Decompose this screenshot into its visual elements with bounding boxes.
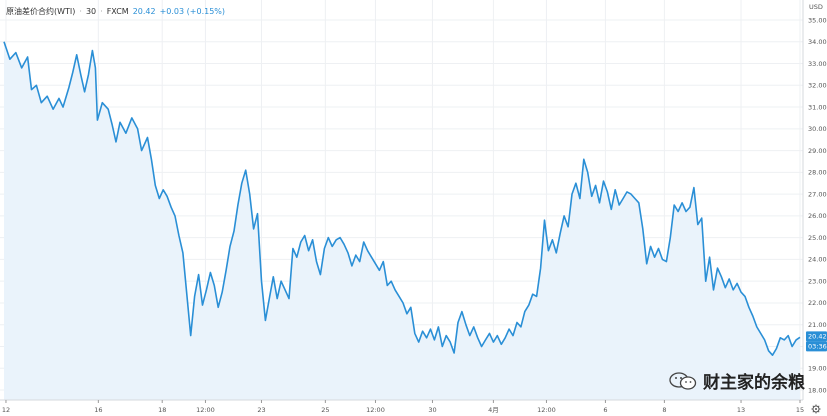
separator: ·: [100, 6, 103, 16]
separator: ·: [79, 6, 82, 16]
y-tick-label: 26.00: [808, 212, 827, 220]
time-axis[interactable]: 12 16 18 12:00 23 25 12:00 30 4月 12:00 6 8 13 15: [2, 400, 804, 414]
last-price-marker: 20.42 03:36: [806, 331, 827, 352]
x-tick-label: 4月: [488, 406, 499, 414]
y-tick-label: 25.00: [808, 234, 827, 242]
x-tick-label: 8: [662, 406, 666, 414]
y-tick-label: 28.00: [808, 169, 827, 177]
y-tick-label: 24.00: [808, 256, 827, 264]
x-tick-label: 30: [428, 406, 436, 414]
watermark-text: 财主家的余粮: [703, 373, 805, 393]
y-tick-label: 21.00: [808, 321, 827, 329]
settings-gear-icon[interactable]: [811, 404, 821, 414]
y-tick-label: 29.00: [808, 147, 827, 155]
x-tick-label: 13: [737, 406, 745, 414]
price-line: [3, 41, 801, 356]
y-tick-label: 33.00: [808, 60, 827, 68]
last-price-label: 20.42: [808, 333, 827, 341]
x-tick-label: 23: [257, 406, 265, 414]
wechat-icon: [669, 371, 697, 390]
price-change: +0.03 (+0.15%): [159, 6, 226, 16]
countdown-label: 03:36: [808, 343, 827, 351]
y-tick-label: 35.00: [808, 16, 827, 24]
symbol-header[interactable]: 原油差价合约(WTI) · 30 · FXCM 20.42 +0.03 (+0.…: [6, 4, 225, 18]
watermark: 财主家的余粮: [669, 368, 805, 393]
y-tick-label: 19.00: [808, 365, 827, 373]
y-tick-label: 18.00: [808, 386, 827, 394]
x-tick-label: 18: [158, 406, 166, 414]
x-tick-label: 12:00: [196, 406, 215, 414]
y-tick-label: 32.00: [808, 82, 827, 90]
exchange-label: FXCM: [106, 6, 129, 16]
symbol-name[interactable]: 原油差价合约(WTI): [6, 6, 76, 16]
x-tick-label: 15: [796, 406, 804, 414]
interval-label[interactable]: 30: [85, 6, 97, 16]
x-tick-label: 16: [94, 406, 102, 414]
currency-label: USD: [809, 3, 823, 11]
y-tick-label: 22.00: [808, 299, 827, 307]
y-tick-label: 23.00: [808, 277, 827, 285]
y-tick-label: 31.00: [808, 103, 827, 111]
y-tick-label: 30.00: [808, 125, 827, 133]
current-price: 20.42: [132, 6, 156, 16]
y-tick-label: 34.00: [808, 38, 827, 46]
x-tick-label: 12:00: [537, 406, 556, 414]
y-tick-label: 27.00: [808, 190, 827, 198]
price-area-fill: [4, 41, 800, 401]
x-tick-label: 25: [321, 406, 329, 414]
x-tick-label: 12: [2, 406, 10, 414]
x-tick-label: 12:00: [366, 406, 385, 414]
x-tick-label: 6: [603, 406, 607, 414]
